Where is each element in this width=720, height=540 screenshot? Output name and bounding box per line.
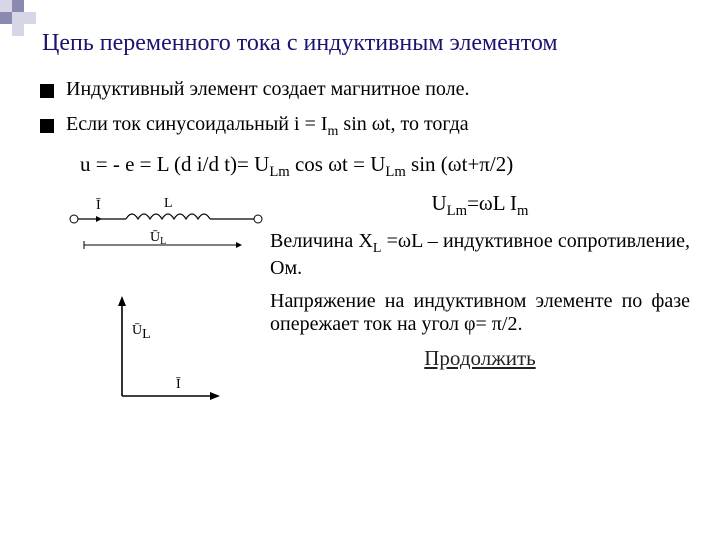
- bullet-item: Индуктивный элемент создает магнитное по…: [40, 78, 690, 101]
- bullet-text: Если ток синусоидальный i = Im sin ωt, т…: [66, 113, 690, 140]
- bullet-text: Индуктивный элемент создает магнитное по…: [66, 78, 690, 101]
- slide-body: Индуктивный элемент создает магнитное по…: [40, 78, 690, 417]
- right-text-block: ULm=ωL Im Величина XL =ωL – индуктивное …: [270, 191, 690, 417]
- main-equation: u = - e = L (d i/d t)= ULm cos ωt = ULm …: [80, 152, 690, 181]
- circuit-ul-label: ŪL: [150, 229, 166, 247]
- amplitude-equation: ULm=ωL Im: [270, 191, 690, 220]
- continue-link[interactable]: Продолжить: [270, 346, 690, 371]
- bullet-marker: [40, 119, 54, 133]
- corner-decoration: [0, 0, 36, 36]
- circuit-l-label: L: [164, 196, 173, 211]
- bullet-marker: [40, 84, 54, 98]
- circuit-diagram: Ī L ŪL: [66, 195, 266, 255]
- phasor-i-label: Ī: [176, 376, 181, 392]
- phasor-u-label: ŪL: [132, 322, 151, 342]
- phasor-diagram: ŪL Ī: [96, 292, 236, 412]
- slide-title: Цепь переменного тока с индуктивным элем…: [42, 30, 700, 57]
- circuit-i-label: Ī: [96, 197, 101, 213]
- bullet-item: Если ток синусоидальный i = Im sin ωt, т…: [40, 113, 690, 140]
- reactance-text: Величина XL =ωL – индуктивное сопротивле…: [270, 230, 690, 280]
- phase-text: Напряжение на индуктивном элементе по фа…: [270, 290, 690, 336]
